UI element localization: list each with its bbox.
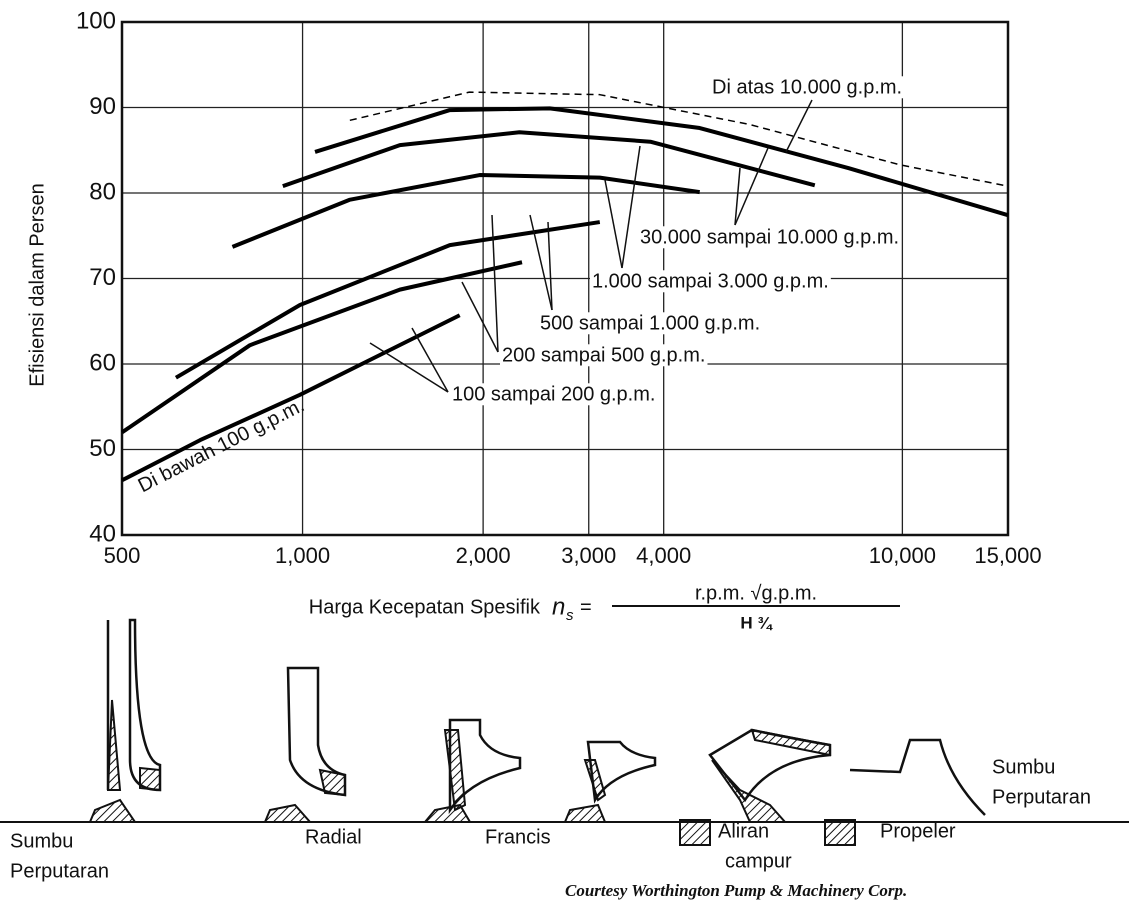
impeller-label: Aliran [718,820,769,842]
y-tick-label: 60 [89,349,116,376]
hatch-1 [90,700,160,822]
formula-symbol: n [552,593,565,620]
x-tick-label: 4,000 [636,543,691,568]
series-label: 200 sampai 500 g.p.m. [502,344,705,366]
x-tick-label: 15,000 [974,543,1041,568]
formula-equals: = [580,596,592,618]
axis-label-right: Sumbu [992,756,1055,778]
label-arrow [412,328,448,392]
series-label: 500 sampai 1.000 g.p.m. [540,312,760,334]
credit: Courtesy Worthington Pump & Machinery Co… [565,881,907,900]
series-line [315,108,1008,215]
label-arrow [462,282,498,352]
series-line [122,262,522,432]
y-tick-label: 50 [89,435,116,462]
y-tick-label: 100 [76,7,116,34]
axis-label-left: Perputaran [10,860,109,882]
series-label: Di atas 10.000 g.p.m. [712,76,902,98]
label-arrow [492,215,498,352]
impeller-label: campur [725,850,792,872]
series-label: 100 sampai 200 g.p.m. [452,383,655,405]
label-arrow [735,148,768,225]
axis-label-left: Sumbu [10,830,73,852]
page: 4050607080901005001,0002,0003,0004,00010… [0,0,1129,916]
impellers [0,620,1129,845]
x-tick-label: 500 [104,543,141,568]
hatch-4 [565,760,605,822]
x-axis-label: Harga Kecepatan Spesifik [309,596,541,618]
label-arrow [370,343,448,392]
x-tick-label: 2,000 [456,543,511,568]
impeller-6 [850,740,985,815]
series-label: 30.000 sampai 10.000 g.p.m. [640,226,899,248]
y-tick-label: 90 [89,93,116,120]
impeller-label: Radial [305,826,362,848]
y-tick-label: 70 [89,264,116,291]
x-tick-label: 3,000 [561,543,616,568]
label-arrow [622,146,640,268]
hatch-2 [265,770,345,822]
axis-label-right: Perputaran [992,786,1091,808]
chart: 4050607080901005001,0002,0003,0004,00010… [0,0,1129,911]
x-tick-label: 10,000 [869,543,936,568]
hatch-3 [425,730,470,822]
formula-denominator: H ¾ [740,613,773,632]
impeller-label: Propeler [880,820,956,842]
y-tick-label: 80 [89,178,116,205]
series-label: Di bawah 100 g.p.m. [135,394,308,497]
x-tick-label: 1,000 [275,543,330,568]
formula-subscript: s [566,607,574,624]
formula-numerator: r.p.m. √g.p.m. [695,582,817,604]
impeller-label: Francis [485,826,551,848]
series-label: 1.000 sampai 3.000 g.p.m. [592,270,829,292]
y-axis-label: Efisiensi dalam Persen [26,183,48,386]
